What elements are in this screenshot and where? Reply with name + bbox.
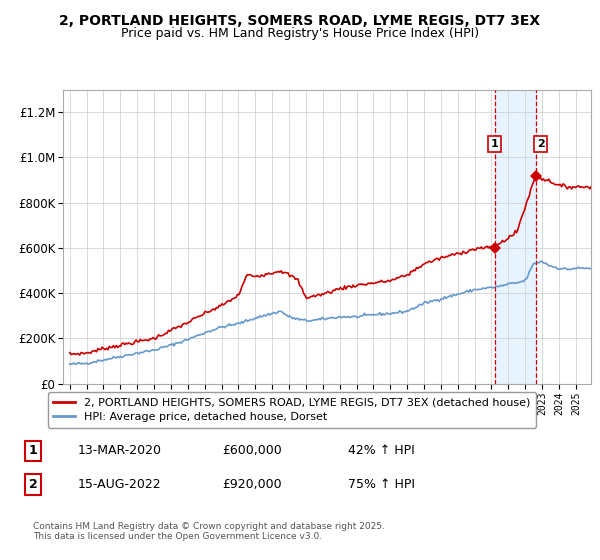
Text: 2: 2 — [537, 139, 545, 149]
Text: £600,000: £600,000 — [222, 444, 282, 458]
Text: 13-MAR-2020: 13-MAR-2020 — [78, 444, 162, 458]
Bar — [494, 90, 536, 384]
Legend: 2, PORTLAND HEIGHTS, SOMERS ROAD, LYME REGIS, DT7 3EX (detached house), HPI: Ave: 2, PORTLAND HEIGHTS, SOMERS ROAD, LYME R… — [47, 392, 536, 427]
Text: 1: 1 — [29, 444, 37, 458]
Text: 75% ↑ HPI: 75% ↑ HPI — [348, 478, 415, 491]
Text: 1: 1 — [491, 139, 499, 149]
Text: Contains HM Land Registry data © Crown copyright and database right 2025.
This d: Contains HM Land Registry data © Crown c… — [33, 522, 385, 542]
Text: 2: 2 — [29, 478, 37, 491]
Text: 42% ↑ HPI: 42% ↑ HPI — [348, 444, 415, 458]
Text: Price paid vs. HM Land Registry's House Price Index (HPI): Price paid vs. HM Land Registry's House … — [121, 27, 479, 40]
Text: 2, PORTLAND HEIGHTS, SOMERS ROAD, LYME REGIS, DT7 3EX: 2, PORTLAND HEIGHTS, SOMERS ROAD, LYME R… — [59, 14, 541, 28]
Text: £920,000: £920,000 — [222, 478, 281, 491]
Text: 15-AUG-2022: 15-AUG-2022 — [78, 478, 161, 491]
